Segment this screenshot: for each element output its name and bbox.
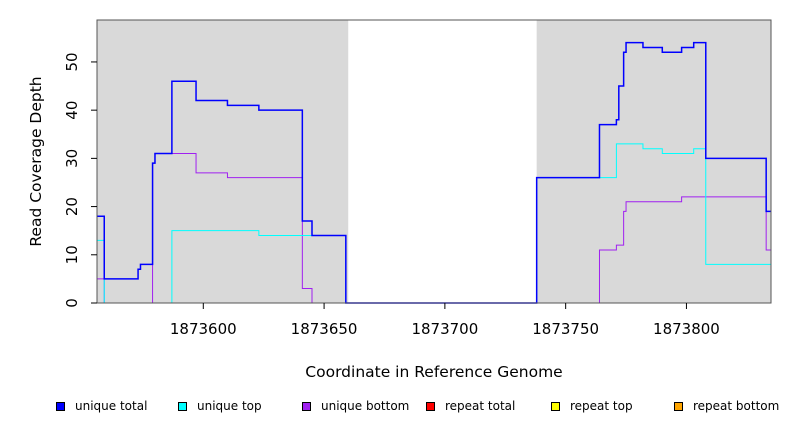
x-tick-label: 1873800 <box>653 320 720 338</box>
y-tick-label: 40 <box>63 101 81 120</box>
legend-item-unique-bottom: unique bottom <box>302 399 409 413</box>
legend-swatch <box>302 401 311 411</box>
legend-item-repeat-total: repeat total <box>426 399 515 413</box>
coverage-chart: 0 10 20 30 40 50 1873600 1873650 1873700 1873750… <box>27 19 772 381</box>
legend-label: repeat total <box>445 399 516 413</box>
x-axis-title: Coordinate in Reference Genome <box>305 363 562 381</box>
legend-label: repeat top <box>570 399 633 413</box>
y-tick-label: 30 <box>63 149 81 168</box>
plot-frame <box>96 19 772 304</box>
background-regions <box>97 20 771 303</box>
legend-swatch <box>426 401 435 411</box>
y-tick-label: 20 <box>63 197 81 216</box>
legend-item-repeat-bottom: repeat bottom <box>674 399 779 413</box>
legend-label: unique bottom <box>321 399 410 413</box>
legend-label: repeat bottom <box>693 399 780 413</box>
x-tick-label: 1873600 <box>170 320 237 338</box>
y-axis-title: Read Coverage Depth <box>27 76 45 246</box>
x-tick-label: 1873650 <box>291 320 358 338</box>
legend-swatch <box>56 401 65 411</box>
y-tick-label: 10 <box>63 245 81 264</box>
legend-swatch <box>178 401 187 411</box>
legend-label: unique top <box>197 399 262 413</box>
x-tick-label: 1873700 <box>411 320 478 338</box>
shaded-region-2 <box>536 20 771 303</box>
legend: unique total unique top unique bottom repea… <box>0 399 792 419</box>
legend-item-unique-total: unique total <box>56 399 147 413</box>
x-tick-label: 1873750 <box>532 320 599 338</box>
legend-item-unique-top: unique top <box>178 399 262 413</box>
y-tick-label: 0 <box>63 298 81 308</box>
shaded-region-1 <box>97 20 349 303</box>
legend-swatch <box>674 401 683 411</box>
y-axis: 0 10 20 30 40 50 <box>63 52 97 308</box>
x-axis: 1873600 1873650 1873700 1873750 1873800 <box>170 303 720 338</box>
y-tick-label: 50 <box>63 52 81 71</box>
legend-item-repeat-top: repeat top <box>551 399 633 413</box>
legend-label: unique total <box>75 399 148 413</box>
legend-swatch <box>551 401 560 411</box>
